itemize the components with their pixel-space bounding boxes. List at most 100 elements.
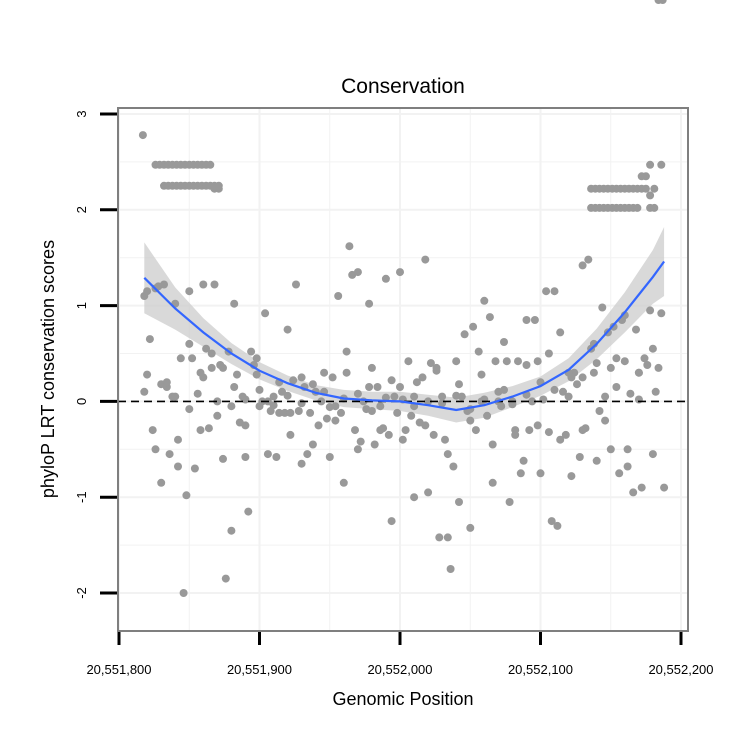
data-point <box>505 498 514 506</box>
data-point <box>145 335 154 344</box>
data-point <box>575 453 584 461</box>
data-point <box>308 380 317 389</box>
data-point <box>306 408 315 417</box>
data-point <box>292 280 300 289</box>
data-point <box>640 354 649 363</box>
data-point <box>247 347 256 356</box>
data-point <box>651 387 660 396</box>
data-point <box>157 478 166 487</box>
data-point <box>629 488 638 497</box>
confidence-band-group <box>144 227 665 423</box>
data-point <box>632 325 640 334</box>
y-axis: -2 -1 0 1 2 3 <box>74 110 117 599</box>
data-point <box>556 328 565 337</box>
data-point <box>339 478 348 487</box>
data-point <box>353 268 362 277</box>
data-point <box>143 370 152 379</box>
data-point <box>353 389 362 398</box>
data-point <box>219 454 227 463</box>
data-point <box>471 426 480 435</box>
data-point <box>367 407 376 415</box>
data-point <box>393 408 402 417</box>
data-point <box>443 533 452 542</box>
data-point <box>297 373 306 382</box>
data-point <box>367 363 376 372</box>
data-point <box>502 357 511 366</box>
data-point <box>612 383 621 391</box>
x-axis-label: Genomic Position <box>332 689 473 709</box>
data-point <box>210 280 219 289</box>
data-point <box>589 368 598 377</box>
data-point <box>500 338 508 346</box>
data-point <box>553 521 562 530</box>
data-point <box>519 456 528 465</box>
data-point <box>514 357 522 366</box>
data-point <box>606 445 615 454</box>
data-point <box>365 383 374 391</box>
data-point <box>396 383 404 391</box>
data-point <box>342 368 351 377</box>
data-point <box>390 392 399 401</box>
data-point <box>429 430 438 439</box>
points-group <box>138 0 669 597</box>
data-point <box>381 393 390 402</box>
data-point <box>202 344 211 353</box>
data-point <box>244 507 253 516</box>
data-point <box>289 376 298 385</box>
data-point <box>255 385 264 394</box>
data-point <box>376 402 385 411</box>
data-point <box>297 459 306 468</box>
data-point <box>278 387 286 396</box>
data-point <box>365 299 374 308</box>
data-point <box>303 450 312 459</box>
data-point <box>480 395 489 404</box>
data-point <box>412 378 421 387</box>
data-point <box>230 299 239 308</box>
data-point <box>148 426 157 435</box>
data-point <box>337 408 345 417</box>
data-point <box>646 191 655 200</box>
data-point <box>544 349 553 358</box>
data-point <box>370 440 379 449</box>
data-point <box>227 526 236 535</box>
data-point <box>320 368 329 377</box>
data-point <box>325 403 334 412</box>
data-point <box>204 424 213 433</box>
y-tick-label: -1 <box>74 491 89 503</box>
data-point <box>452 391 461 400</box>
data-point <box>398 435 407 444</box>
data-point <box>466 523 475 532</box>
data-point <box>559 387 567 396</box>
data-point <box>584 255 593 264</box>
data-point <box>657 309 666 318</box>
data-point <box>598 303 607 312</box>
data-point <box>658 0 667 4</box>
data-point <box>592 359 601 368</box>
data-point <box>196 426 205 435</box>
data-point <box>426 359 435 368</box>
data-point <box>185 339 194 348</box>
data-point <box>165 450 174 459</box>
data-point <box>522 361 531 369</box>
data-point <box>421 255 430 264</box>
data-point <box>283 325 292 334</box>
data-point <box>650 184 659 193</box>
data-point <box>567 472 576 481</box>
data-point <box>452 357 461 366</box>
data-point <box>592 456 601 465</box>
x-tick-label: 20,551,800 <box>86 662 151 677</box>
data-point <box>376 426 385 435</box>
data-point <box>410 493 419 502</box>
data-point <box>283 391 292 400</box>
data-point <box>485 313 494 322</box>
data-point <box>342 347 351 356</box>
data-point <box>275 408 284 417</box>
data-point <box>280 408 289 417</box>
data-point <box>314 421 323 430</box>
data-point <box>345 242 354 251</box>
data-point <box>233 370 241 379</box>
data-point <box>626 389 635 398</box>
data-point <box>539 395 548 404</box>
data-point <box>214 184 223 193</box>
